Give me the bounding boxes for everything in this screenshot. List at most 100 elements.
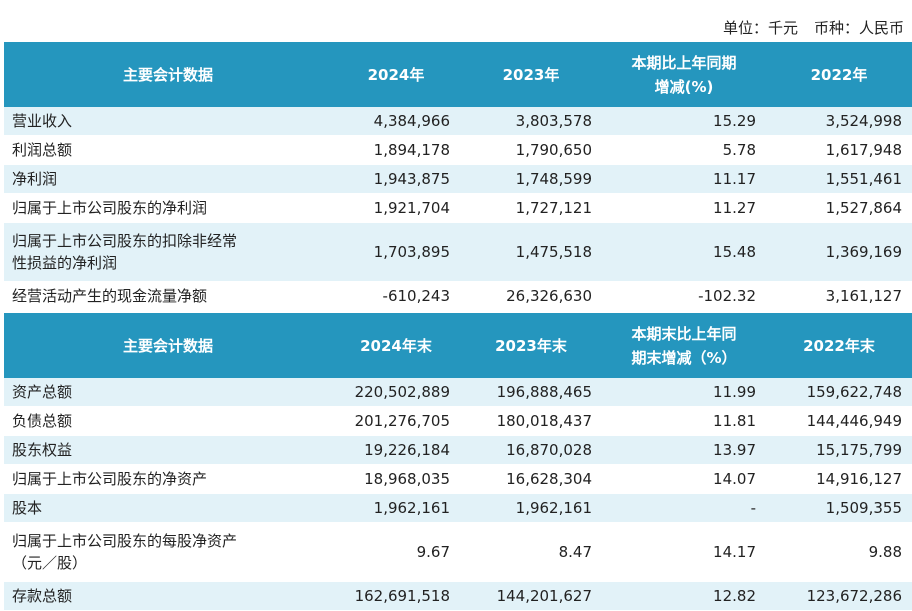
cell-value: 14.07 (602, 464, 766, 494)
cell-value: 5.78 (602, 135, 766, 165)
header-year-end-2022: 2022年末 (766, 311, 912, 378)
cell-value: 19,226,184 (332, 435, 460, 465)
cell-value: 144,446,949 (766, 406, 912, 436)
row-label: 利润总额 (4, 135, 332, 165)
cell-value: 180,018,437 (460, 406, 602, 436)
cell-value: 1,475,518 (460, 222, 602, 282)
cell-value: 1,748,599 (460, 164, 602, 194)
row-label: 资产总额 (4, 378, 332, 407)
cell-value: 26,326,630 (460, 281, 602, 311)
cell-value: 4,384,966 (332, 107, 460, 136)
header-year-2024: 2024年 (332, 40, 460, 107)
cell-value: 11.27 (602, 193, 766, 223)
cell-value: 1,369,169 (766, 222, 912, 282)
cell-value: 159,622,748 (766, 378, 912, 407)
cell-value: 1,790,650 (460, 135, 602, 165)
table-row: 归属于上市公司股东的净利润 1,921,704 1,727,121 11.27 … (4, 193, 912, 223)
table-row: 归属于上市公司股东的扣除非经常 性损益的净利润 1,703,895 1,475,5… (4, 222, 912, 282)
table-header-row: 主要会计数据 2024年末 2023年末 本期末比上年同 期末增减（%） 2022… (4, 311, 912, 378)
table-row: 利润总额 1,894,178 1,790,650 5.78 1,617,948 (4, 135, 912, 165)
row-label: 股东权益 (4, 435, 332, 465)
table-row: 经营活动产生的现金流量净额 -610,243 26,326,630 -102.3… (4, 281, 912, 311)
accounting-data-table-annual: 主要会计数据 2024年 2023年 本期比上年同期 增减(%) 2022年 营业… (4, 40, 912, 311)
table-row: 净利润 1,943,875 1,748,599 11.17 1,551,461 (4, 164, 912, 194)
cell-value: -102.32 (602, 281, 766, 311)
cell-value: 16,628,304 (460, 464, 602, 494)
table-row: 资产总额 220,502,889 196,888,465 11.99 159,6… (4, 378, 912, 407)
header-change-line1: 本期比上年同期 (631, 53, 737, 72)
table-row: 存款总额 162,691,518 144,201,627 12.82 123,6… (4, 581, 912, 611)
row-label: 归属于上市公司股东的扣除非经常 性损益的净利润 (4, 222, 332, 282)
cell-value: 1,551,461 (766, 164, 912, 194)
cell-value: -610,243 (332, 281, 460, 311)
row-label: 营业收入 (4, 107, 332, 136)
cell-value: 14,916,127 (766, 464, 912, 494)
cell-value: 1,921,704 (332, 193, 460, 223)
header-year-end-2024: 2024年末 (332, 311, 460, 378)
cell-value: 220,502,889 (332, 378, 460, 407)
table-row: 股东权益 19,226,184 16,870,028 13.97 15,175,… (4, 435, 912, 465)
cell-value: - (602, 493, 766, 523)
cell-value: 16,870,028 (460, 435, 602, 465)
header-item: 主要会计数据 (4, 40, 332, 107)
header-change-line2: 增减(%) (654, 77, 714, 96)
cell-value: 1,962,161 (460, 493, 602, 523)
unit-label: 单位：千元 (722, 19, 798, 37)
cell-value: 3,803,578 (460, 107, 602, 136)
cell-value: 1,617,948 (766, 135, 912, 165)
unit-line: 单位：千元 币种：人民币 (0, 0, 912, 40)
header-change-line1: 本期末比上年同 (631, 324, 737, 343)
table-row: 营业收入 4,384,966 3,803,578 15.29 3,524,998 (4, 107, 912, 136)
cell-value: 123,672,286 (766, 581, 912, 611)
cell-value: 144,201,627 (460, 581, 602, 611)
cell-value: 3,161,127 (766, 281, 912, 311)
row-label: 经营活动产生的现金流量净额 (4, 281, 332, 311)
table-header-row: 主要会计数据 2024年 2023年 本期比上年同期 增减(%) 2022年 (4, 40, 912, 107)
cell-value: 13.97 (602, 435, 766, 465)
header-change-line2: 期末增减（%） (631, 348, 737, 367)
cell-value: 1,943,875 (332, 164, 460, 194)
row-label-line1: 归属于上市公司股东的每股净资产 (12, 532, 238, 550)
header-year-end-2023: 2023年末 (460, 311, 602, 378)
cell-value: 15.29 (602, 107, 766, 136)
cell-value: 201,276,705 (332, 406, 460, 436)
cell-value: 8.47 (460, 522, 602, 582)
cell-value: 1,527,864 (766, 193, 912, 223)
cell-value: 18,968,035 (332, 464, 460, 494)
table-row: 归属于上市公司股东的每股净资产 （元／股） 9.67 8.47 14.17 9.8… (4, 522, 912, 582)
table-row: 负债总额 201,276,705 180,018,437 11.81 144,4… (4, 406, 912, 436)
accounting-data-table-period-end: 主要会计数据 2024年末 2023年末 本期末比上年同 期末增减（%） 2022… (4, 311, 912, 611)
cell-value: 162,691,518 (332, 581, 460, 611)
cell-value: 14.17 (602, 522, 766, 582)
row-label-line2: 性损益的净利润 (12, 254, 118, 272)
cell-value: 1,894,178 (332, 135, 460, 165)
cell-value: 1,727,121 (460, 193, 602, 223)
table-row: 股本 1,962,161 1,962,161 - 1,509,355 (4, 493, 912, 523)
row-label: 归属于上市公司股东的净利润 (4, 193, 332, 223)
cell-value: 9.67 (332, 522, 460, 582)
cell-value: 1,703,895 (332, 222, 460, 282)
cell-value: 12.82 (602, 581, 766, 611)
cell-value: 15,175,799 (766, 435, 912, 465)
row-label: 存款总额 (4, 581, 332, 611)
cell-value: 11.99 (602, 378, 766, 407)
cell-value: 1,509,355 (766, 493, 912, 523)
row-label: 净利润 (4, 164, 332, 194)
cell-value: 196,888,465 (460, 378, 602, 407)
row-label-line1: 归属于上市公司股东的扣除非经常 (12, 232, 238, 250)
header-change: 本期末比上年同 期末增减（%） (602, 311, 766, 378)
cell-value: 11.17 (602, 164, 766, 194)
currency-label: 币种：人民币 (813, 19, 904, 37)
row-label-line2: （元／股） (12, 554, 88, 572)
header-item: 主要会计数据 (4, 311, 332, 378)
cell-value: 9.88 (766, 522, 912, 582)
table-row: 归属于上市公司股东的净资产 18,968,035 16,628,304 14.0… (4, 464, 912, 494)
header-change: 本期比上年同期 增减(%) (602, 40, 766, 107)
cell-value: 1,962,161 (332, 493, 460, 523)
header-year-2023: 2023年 (460, 40, 602, 107)
cell-value: 3,524,998 (766, 107, 912, 136)
row-label: 归属于上市公司股东的每股净资产 （元／股） (4, 522, 332, 582)
row-label: 归属于上市公司股东的净资产 (4, 464, 332, 494)
cell-value: 15.48 (602, 222, 766, 282)
row-label: 负债总额 (4, 406, 332, 436)
